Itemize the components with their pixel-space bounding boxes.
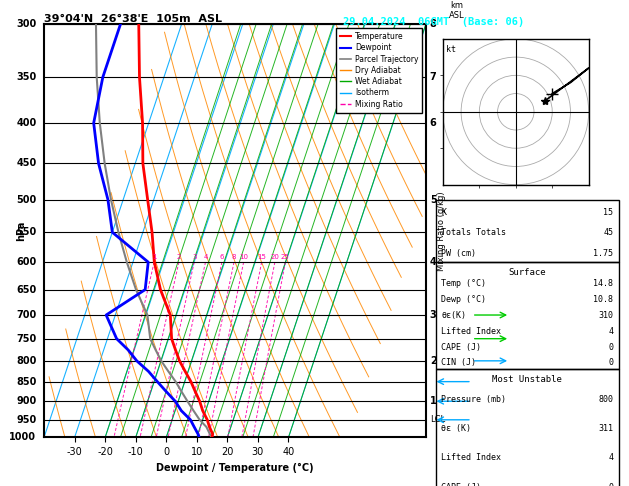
Text: θε (K): θε (K) bbox=[442, 424, 471, 433]
Text: PW (cm): PW (cm) bbox=[442, 249, 476, 258]
Text: CAPE (J): CAPE (J) bbox=[442, 343, 481, 351]
Text: 1: 1 bbox=[152, 254, 157, 260]
Text: 2: 2 bbox=[430, 356, 437, 366]
Text: 15: 15 bbox=[603, 208, 613, 217]
Text: 0: 0 bbox=[608, 483, 613, 486]
Bar bbox=[435, 200, 619, 262]
Text: Most Unstable: Most Unstable bbox=[493, 375, 562, 384]
Text: 3: 3 bbox=[430, 310, 437, 320]
Text: Mixing Ratio (g/kg): Mixing Ratio (g/kg) bbox=[437, 191, 446, 271]
Text: 0: 0 bbox=[608, 343, 613, 351]
Text: 8: 8 bbox=[430, 19, 437, 29]
Bar bbox=[435, 369, 619, 486]
Text: Totals Totals: Totals Totals bbox=[442, 228, 506, 238]
Text: kt: kt bbox=[446, 45, 456, 54]
Text: Surface: Surface bbox=[508, 268, 546, 277]
Text: 10.8: 10.8 bbox=[593, 295, 613, 304]
Text: hPa: hPa bbox=[16, 221, 26, 241]
Legend: Temperature, Dewpoint, Parcel Trajectory, Dry Adiabat, Wet Adiabat, Isotherm, Mi: Temperature, Dewpoint, Parcel Trajectory… bbox=[336, 28, 422, 112]
Text: 900: 900 bbox=[16, 396, 36, 406]
Text: Pressure (mb): Pressure (mb) bbox=[442, 395, 506, 404]
Text: Lifted Index: Lifted Index bbox=[442, 453, 501, 462]
Text: K: K bbox=[442, 208, 447, 217]
Text: 0: 0 bbox=[608, 358, 613, 367]
Text: 700: 700 bbox=[16, 310, 36, 320]
Text: 6: 6 bbox=[430, 118, 437, 128]
Text: CAPE (J): CAPE (J) bbox=[442, 483, 481, 486]
Text: 750: 750 bbox=[16, 334, 36, 344]
Text: 45: 45 bbox=[603, 228, 613, 238]
Text: LCL: LCL bbox=[430, 416, 445, 424]
Text: 20: 20 bbox=[270, 254, 279, 260]
Text: 7: 7 bbox=[430, 72, 437, 82]
Text: 29.04.2024  06GMT  (Base: 06): 29.04.2024 06GMT (Base: 06) bbox=[343, 17, 525, 27]
Text: 500: 500 bbox=[16, 194, 36, 205]
Text: 1.75: 1.75 bbox=[593, 249, 613, 258]
Text: 850: 850 bbox=[16, 377, 36, 387]
Text: 4: 4 bbox=[608, 453, 613, 462]
Text: 39°04'N  26°38'E  105m  ASL: 39°04'N 26°38'E 105m ASL bbox=[44, 14, 222, 23]
Text: 2: 2 bbox=[177, 254, 181, 260]
Text: 650: 650 bbox=[16, 285, 36, 295]
Text: 600: 600 bbox=[16, 257, 36, 267]
Text: 8: 8 bbox=[231, 254, 237, 260]
Text: 1: 1 bbox=[430, 396, 437, 406]
Text: 4: 4 bbox=[430, 257, 437, 267]
Text: 800: 800 bbox=[598, 395, 613, 404]
Text: CIN (J): CIN (J) bbox=[442, 358, 476, 367]
Text: 300: 300 bbox=[16, 19, 36, 29]
Text: 310: 310 bbox=[598, 311, 613, 320]
Text: 950: 950 bbox=[16, 415, 36, 425]
Text: 800: 800 bbox=[16, 356, 36, 366]
Text: km
ASL: km ASL bbox=[448, 1, 464, 20]
Text: 4: 4 bbox=[608, 327, 613, 336]
Text: 450: 450 bbox=[16, 158, 36, 169]
Text: 311: 311 bbox=[598, 424, 613, 433]
Text: 3: 3 bbox=[192, 254, 196, 260]
Text: 400: 400 bbox=[16, 118, 36, 128]
Text: 1000: 1000 bbox=[9, 433, 36, 442]
Text: Dewp (°C): Dewp (°C) bbox=[442, 295, 486, 304]
Bar bbox=[435, 262, 619, 369]
Text: 350: 350 bbox=[16, 72, 36, 82]
X-axis label: Dewpoint / Temperature (°C): Dewpoint / Temperature (°C) bbox=[156, 463, 314, 473]
Text: 25: 25 bbox=[281, 254, 290, 260]
Text: 550: 550 bbox=[16, 227, 36, 237]
Text: Temp (°C): Temp (°C) bbox=[442, 279, 486, 288]
Text: 15: 15 bbox=[257, 254, 266, 260]
Text: 4: 4 bbox=[203, 254, 208, 260]
Text: 6: 6 bbox=[220, 254, 224, 260]
Text: θε(K): θε(K) bbox=[442, 311, 466, 320]
Text: Lifted Index: Lifted Index bbox=[442, 327, 501, 336]
Text: 14.8: 14.8 bbox=[593, 279, 613, 288]
Text: 10: 10 bbox=[239, 254, 248, 260]
Text: 5: 5 bbox=[430, 194, 437, 205]
